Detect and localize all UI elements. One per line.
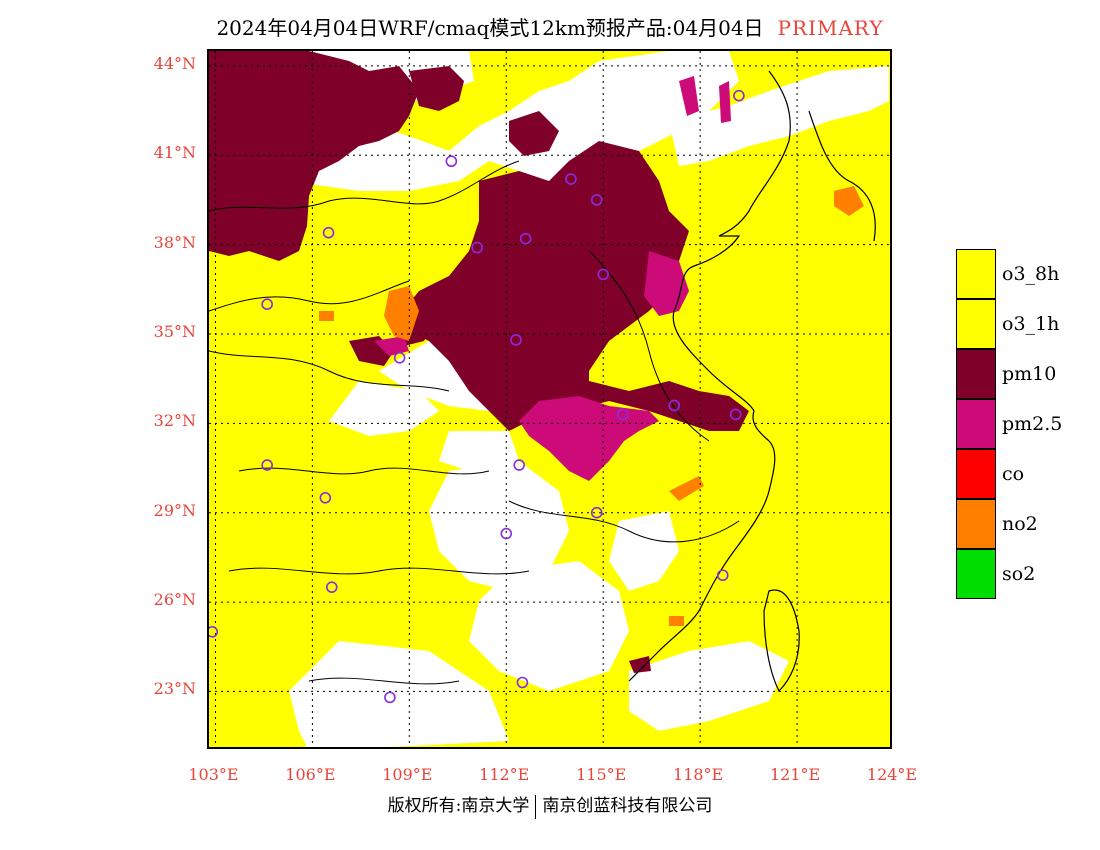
station-marker bbox=[616, 408, 629, 421]
legend-item: pm10 bbox=[956, 349, 1096, 399]
lon-tick-label: 121°E bbox=[769, 765, 821, 784]
lon-tick-label: 124°E bbox=[866, 765, 918, 784]
map-title: 2024年04月04日WRF/cmaq模式12km预报产品:04月04日 PRIM… bbox=[0, 12, 1100, 41]
pollutant-map bbox=[209, 51, 890, 747]
legend-swatch bbox=[956, 399, 996, 449]
lon-tick-label: 115°E bbox=[576, 765, 627, 784]
copyright-right: 南京创蓝科技有限公司 bbox=[542, 796, 713, 816]
legend-label: o3_8h bbox=[1002, 263, 1060, 285]
legend-label: pm10 bbox=[1002, 363, 1057, 385]
lat-tick-label: 29°N bbox=[153, 500, 196, 520]
legend-label: no2 bbox=[1002, 513, 1038, 535]
legend-swatch bbox=[956, 499, 996, 549]
map-title-text: 2024年04月04日WRF/cmaq模式12km预报产品:04月04日 bbox=[216, 16, 764, 40]
station-marker bbox=[565, 173, 577, 185]
copyright-left: 版权所有:南京大学 bbox=[387, 796, 530, 816]
legend-swatch bbox=[956, 549, 996, 599]
legend-label: co bbox=[1002, 463, 1025, 485]
station-marker bbox=[590, 194, 603, 206]
legend-item: no2 bbox=[956, 499, 1096, 549]
lat-tick-label: 26°N bbox=[153, 590, 196, 610]
legend-label: so2 bbox=[1002, 563, 1036, 585]
station-markers bbox=[209, 89, 745, 704]
station-marker bbox=[384, 691, 396, 704]
legend-item: so2 bbox=[956, 549, 1096, 599]
legend-swatch bbox=[956, 449, 996, 499]
legend-swatch bbox=[956, 249, 996, 299]
lon-tick-label: 109°E bbox=[382, 765, 433, 784]
lon-tick-label: 112°E bbox=[479, 765, 530, 784]
station-marker bbox=[590, 506, 603, 519]
station-marker bbox=[716, 569, 729, 582]
copyright: 版权所有:南京大学 南京创蓝科技有限公司 bbox=[0, 791, 1100, 819]
station-marker bbox=[261, 298, 273, 310]
pm10-areas bbox=[209, 51, 749, 673]
station-marker bbox=[519, 232, 532, 245]
lat-tick-label: 38°N bbox=[153, 232, 196, 252]
station-marker bbox=[513, 459, 525, 471]
legend-item: co bbox=[956, 449, 1096, 499]
lon-tick-label: 118°E bbox=[673, 765, 724, 784]
copyright-separator bbox=[535, 794, 537, 819]
no2-areas bbox=[319, 186, 864, 626]
lon-tick-label: 106°E bbox=[285, 765, 336, 784]
station-marker bbox=[668, 399, 681, 412]
legend-label: o3_1h bbox=[1002, 313, 1060, 335]
legend-swatch bbox=[956, 349, 996, 399]
station-marker bbox=[729, 408, 742, 421]
station-marker bbox=[319, 492, 332, 504]
map-frame bbox=[207, 49, 892, 749]
station-marker bbox=[500, 527, 513, 540]
station-marker bbox=[322, 226, 335, 239]
legend-swatch bbox=[956, 299, 996, 349]
station-marker bbox=[733, 89, 745, 102]
station-marker bbox=[516, 676, 529, 689]
legend-item: o3_8h bbox=[956, 249, 1096, 299]
lat-tick-label: 41°N bbox=[153, 143, 196, 163]
coastline bbox=[628, 70, 876, 693]
station-marker bbox=[510, 334, 522, 346]
lon-tick-label: 103°E bbox=[188, 765, 239, 784]
lat-tick-label: 32°N bbox=[153, 411, 196, 431]
lat-tick-label: 44°N bbox=[153, 53, 196, 73]
station-marker bbox=[209, 626, 219, 638]
station-marker bbox=[393, 352, 406, 364]
station-marker bbox=[325, 581, 338, 593]
primary-tag: PRIMARY bbox=[777, 16, 884, 40]
legend-item: o3_1h bbox=[956, 299, 1096, 349]
pm25-areas bbox=[374, 76, 731, 481]
lat-tick-label: 23°N bbox=[153, 679, 196, 699]
station-marker bbox=[445, 155, 458, 168]
lat-tick-label: 35°N bbox=[153, 321, 196, 341]
station-marker bbox=[261, 459, 273, 471]
legend: o3_8h o3_1h pm10 pm2.5 co no2 so2 bbox=[956, 249, 1096, 599]
legend-label: pm2.5 bbox=[1002, 413, 1063, 435]
borders bbox=[209, 160, 740, 685]
lat-lon-grid bbox=[209, 51, 890, 747]
station-marker bbox=[471, 241, 483, 254]
station-marker bbox=[597, 268, 609, 281]
legend-item: pm2.5 bbox=[956, 399, 1096, 449]
